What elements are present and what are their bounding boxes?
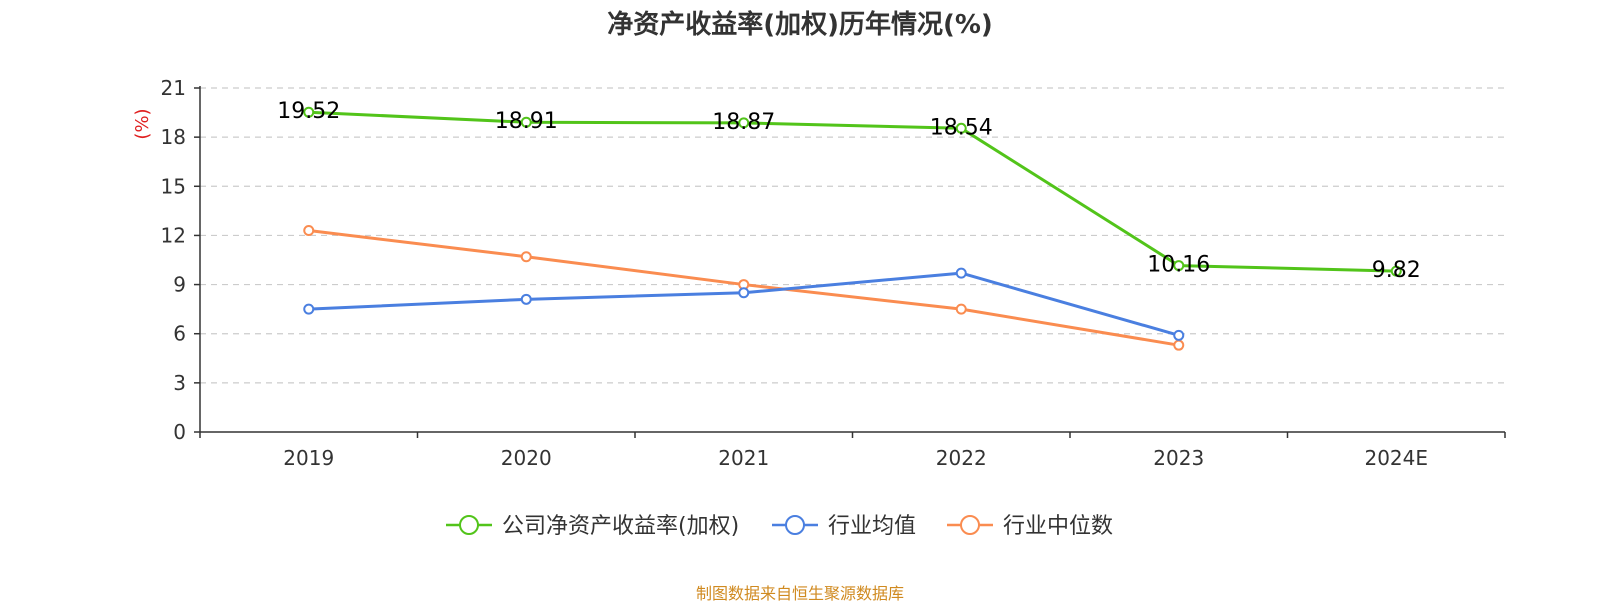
legend-item[interactable]: 行业均值 [772,514,916,539]
y-tick-label: 6 [173,322,186,346]
data-label: 18.91 [495,109,558,134]
data-point [303,303,315,315]
axes: 0 3 6 9 12 15 18 21 2019 2020 2021 2022 2023 2024E (%) [132,76,1506,470]
y-tick-label: 0 [173,420,186,444]
legend-marker [459,515,479,535]
data-point [1173,329,1185,341]
gridlines [200,87,1505,384]
data-point [520,293,532,305]
data-point [1173,260,1185,272]
data-point [303,225,315,237]
data-point [1390,265,1402,277]
y-tick-label: 3 [173,371,186,395]
data-point [303,106,315,118]
legend-marker [785,515,805,535]
data-point [520,116,532,128]
data-label: 9.82 [1372,258,1421,283]
legend-label: 行业中位数 [1003,514,1113,539]
data-label: 18.87 [712,110,775,135]
data-label: 19.52 [277,99,340,124]
data-point [1173,339,1185,351]
y-tick-label: 12 [161,223,186,247]
data-label: 18.54 [930,115,993,140]
x-tick-label: 2024E [1364,446,1428,470]
legend-label: 行业均值 [828,514,916,539]
data-point [738,117,750,129]
data-point [955,303,967,315]
x-tick-label: 2023 [1153,446,1204,470]
legend-marker [960,515,980,535]
y-tick-label: 9 [173,273,186,297]
series [303,106,1402,351]
series-line [308,110,1397,273]
legend-label: 公司净资产收益率(加权) [502,514,739,539]
data-point [955,122,967,134]
x-tick-label: 2021 [718,446,769,470]
x-tick-label: 2019 [283,446,334,470]
data-labels: 19.52 18.91 18.87 18.54 10.16 9.82 [277,99,1420,283]
data-point [738,287,750,299]
y-tick-label: 15 [161,174,186,198]
x-tick-label: 2022 [936,446,987,470]
data-label: 10.16 [1147,253,1210,278]
y-axis-label: (%) [132,108,153,139]
legend[interactable]: 公司净资产收益率(加权) 行业均值 行业中位数 [446,514,1113,539]
legend-item[interactable]: 公司净资产收益率(加权) [446,514,739,539]
legend-item[interactable]: 行业中位数 [947,514,1113,539]
data-point [520,251,532,263]
chart-title: 净资产收益率(加权)历年情况(%) [607,10,993,40]
source-note: 制图数据来自恒生聚源数据库 [695,584,904,603]
y-tick-label: 18 [161,125,186,149]
data-point [955,267,967,279]
y-tick-label: 21 [161,76,186,100]
x-tick-label: 2020 [501,446,552,470]
